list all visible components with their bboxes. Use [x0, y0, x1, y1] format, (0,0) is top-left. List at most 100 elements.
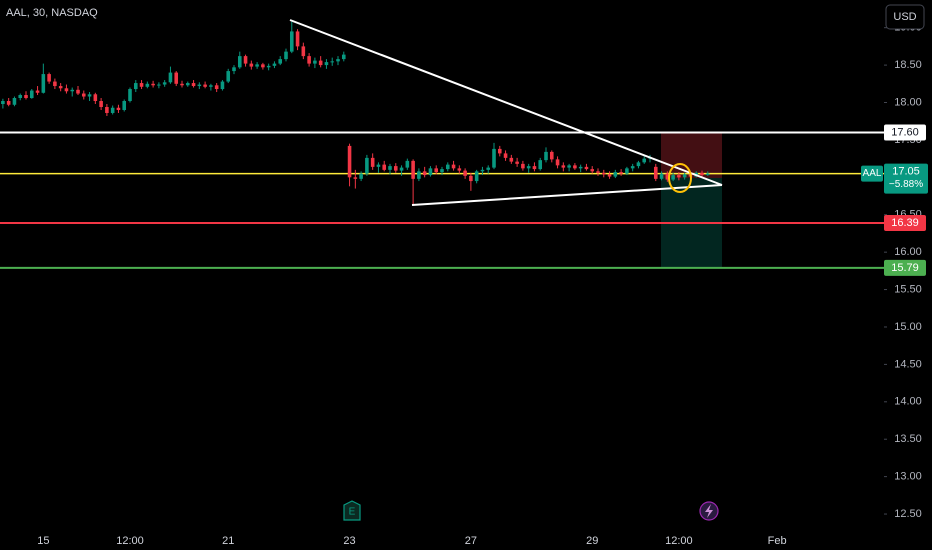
candle-body	[255, 64, 259, 67]
candle-body	[157, 84, 161, 86]
candle-body	[601, 172, 606, 175]
candle-body	[58, 86, 63, 89]
candle-body	[284, 51, 288, 60]
candle-body	[307, 56, 311, 64]
candle-body	[671, 175, 675, 180]
candle-body	[659, 173, 664, 179]
y-tick-label: 14.00	[894, 396, 922, 408]
candle-body	[625, 168, 629, 174]
x-tick-label: 27	[465, 535, 477, 547]
candle-body	[249, 63, 254, 67]
position-zones	[661, 133, 722, 268]
candle-body	[203, 84, 207, 87]
candle-body	[162, 82, 167, 85]
candle-body	[486, 167, 491, 170]
candle-body	[497, 148, 502, 154]
candle-body	[584, 166, 589, 170]
candle-body	[122, 101, 127, 110]
candle-body	[399, 167, 404, 171]
y-tick-label: 16.00	[894, 246, 922, 258]
candle-body	[116, 107, 121, 110]
candle-body	[87, 94, 92, 97]
y-tick-label: 18.50	[894, 59, 922, 71]
candle-body	[41, 74, 46, 93]
candle-body	[503, 153, 508, 158]
candle-body	[630, 166, 635, 169]
candle-body	[174, 72, 179, 84]
candle-body	[35, 90, 40, 93]
earnings-icon[interactable]: E	[343, 500, 361, 521]
candle-body	[474, 171, 479, 182]
candle-body	[70, 89, 75, 92]
candle-body	[128, 89, 132, 102]
candle-body	[47, 74, 51, 82]
earnings-badge[interactable]	[343, 500, 361, 521]
candle-body	[434, 168, 439, 173]
candle-body	[191, 83, 196, 87]
currency-button[interactable]	[885, 4, 925, 30]
candle-body	[451, 164, 456, 169]
symbol-title: AAL, 30, NASDAQ	[6, 7, 98, 19]
candle-body	[567, 165, 571, 168]
x-tick-label: 15	[37, 535, 49, 547]
candle-body	[76, 89, 80, 94]
highlight-circle	[668, 163, 692, 193]
y-tick-label: 18.00	[894, 96, 922, 108]
candle-body	[336, 59, 340, 62]
candle-body	[376, 164, 381, 167]
level-badge	[884, 214, 926, 231]
candle-body	[237, 56, 242, 68]
candle-body	[64, 88, 69, 92]
y-tick-label: 13.50	[894, 433, 922, 445]
earnings-text[interactable]: E	[349, 507, 356, 518]
event-icon[interactable]	[699, 501, 719, 521]
event-bolt[interactable]	[705, 504, 713, 518]
candle-body	[81, 93, 86, 97]
candle-body	[578, 166, 583, 169]
x-tick-label: 12:00	[665, 535, 693, 547]
currency-label[interactable]: USD	[893, 11, 916, 23]
y-tick-label: 13.00	[894, 471, 922, 483]
candle-body	[613, 172, 618, 177]
y-tick-label: 12.50	[894, 508, 922, 520]
candle-body	[330, 61, 335, 63]
candle-body	[168, 72, 173, 83]
candle-body	[388, 166, 392, 170]
x-tick-label: 29	[586, 535, 598, 547]
candle-body	[422, 171, 427, 176]
candle-body	[700, 172, 704, 176]
candle-body	[347, 145, 352, 178]
candle-body	[289, 31, 294, 52]
level-badge	[884, 124, 926, 141]
candle-body	[99, 101, 103, 107]
level-label: 15.79	[891, 262, 919, 274]
level-label: 16.39	[891, 217, 919, 229]
y-tick-label: 15.00	[894, 321, 922, 333]
candle-body	[509, 157, 514, 162]
candle-body	[544, 151, 548, 161]
axes: 19.0018.5018.0017.5017.0016.5016.0015.50…	[37, 22, 928, 547]
candle-body	[445, 164, 450, 170]
candle-body	[411, 160, 415, 179]
x-tick-label: 12:00	[116, 535, 144, 547]
candle-body	[532, 166, 537, 170]
candle-body	[480, 169, 485, 172]
candle-body	[359, 173, 363, 179]
candle-body	[428, 168, 433, 176]
candle-body	[469, 175, 473, 182]
candle-body	[220, 81, 225, 90]
level-badge	[884, 259, 926, 276]
candle-body	[705, 173, 710, 176]
candle-body	[272, 63, 277, 66]
candle-body	[515, 161, 519, 164]
candle-body	[636, 162, 641, 167]
candle-body	[382, 164, 387, 170]
candle-body	[232, 67, 236, 72]
candle-body	[1, 101, 5, 105]
candle-body	[590, 169, 595, 172]
candle-body	[53, 81, 57, 87]
candle-body	[492, 148, 496, 168]
candle-body	[180, 83, 184, 86]
drawings	[289, 19, 723, 206]
